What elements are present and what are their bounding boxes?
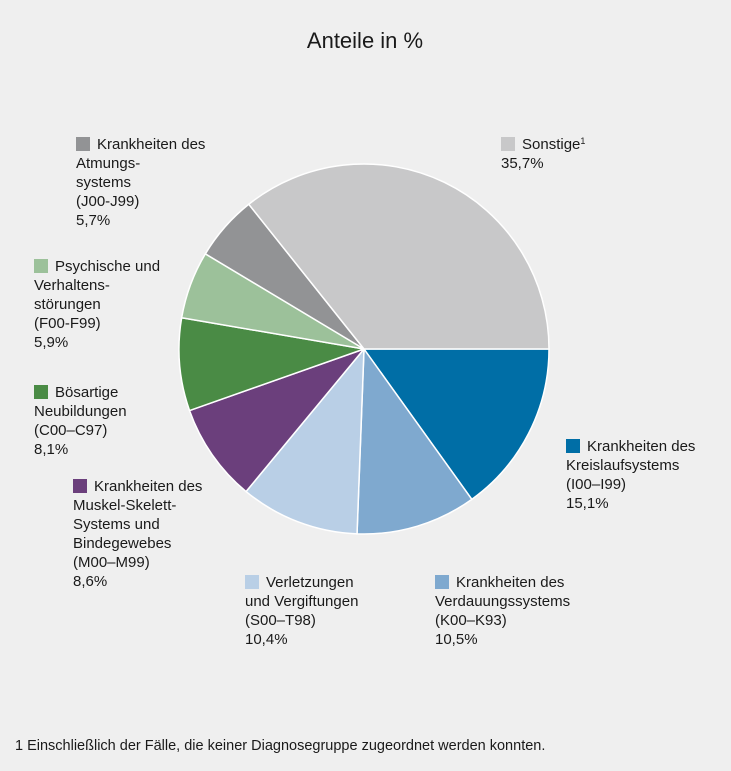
legend-superscript: 1 bbox=[580, 136, 585, 146]
legend-label: Psychische und bbox=[55, 258, 160, 275]
legend-label: Sonstige1 bbox=[522, 136, 585, 153]
legend-label: Neubildungen bbox=[34, 403, 127, 420]
legend-item: Krankheiten des Muskel-Skelett- Systems un… bbox=[73, 478, 202, 590]
legend-value-label: 8,1% bbox=[34, 441, 68, 458]
legend-swatch bbox=[34, 385, 48, 399]
legend-value-label: 8,6% bbox=[73, 573, 107, 590]
legend-swatch bbox=[435, 575, 449, 589]
legend-label: Systems und bbox=[73, 516, 160, 533]
legend-label: Verletzungen bbox=[266, 574, 354, 591]
legend-item: Psychische und Verhaltens-störungen (F00-F… bbox=[34, 258, 160, 351]
legend-label: Krankheiten des bbox=[97, 136, 205, 153]
legend-value-label: 15,1% bbox=[566, 495, 609, 512]
legend-label: Bösartige bbox=[55, 384, 118, 401]
legend-item: Sonstige1 35,7% bbox=[501, 136, 585, 172]
legend-label: Krankheiten des bbox=[94, 478, 202, 495]
legend-label: Krankheiten des bbox=[587, 438, 695, 455]
pie-slice bbox=[178, 316, 367, 412]
legend-label: systems bbox=[76, 174, 131, 191]
legend-item: Krankheiten des Verdauungssystems (K00–K93… bbox=[435, 574, 570, 648]
legend-value-label: 35,7% bbox=[501, 155, 544, 172]
legend-label: Muskel-Skelett- bbox=[73, 497, 176, 514]
legend-swatch bbox=[566, 439, 580, 453]
pie-slice bbox=[245, 346, 365, 535]
legend-value-label: 10,5% bbox=[435, 631, 478, 648]
legend-label: (S00–T98) bbox=[245, 612, 316, 629]
legend-item: Krankheiten des Kreislaufsystems (I00–I99)… bbox=[566, 438, 695, 512]
pie-slice bbox=[356, 346, 473, 535]
legend-label: Verhaltens- bbox=[34, 277, 110, 294]
legend-label: Kreislaufsystems bbox=[566, 457, 679, 474]
pie-slice bbox=[188, 347, 367, 493]
legend-swatch bbox=[73, 479, 87, 493]
legend-value-label: 10,4% bbox=[245, 631, 288, 648]
pie-legend: Sonstige1 35,7% Krankheiten des Kreislaufsy… bbox=[34, 136, 695, 648]
legend-label: (I00–I99) bbox=[566, 476, 626, 493]
legend-label: Bindegewebes bbox=[73, 535, 171, 552]
legend-swatch bbox=[501, 137, 515, 151]
legend-value-label: 5,9% bbox=[34, 334, 68, 351]
legend-label: (C00–C97) bbox=[34, 422, 107, 439]
chart-footnote: 1 Einschließlich der Fälle, die keiner D… bbox=[15, 738, 546, 754]
legend-value-label: 5,7% bbox=[76, 212, 110, 229]
legend-label: Krankheiten des bbox=[456, 574, 564, 591]
legend-label: (M00–M99) bbox=[73, 554, 150, 571]
legend-swatch bbox=[34, 259, 48, 273]
chart-title: Anteile in % bbox=[307, 28, 423, 53]
pie-slice bbox=[247, 163, 550, 350]
legend-label: und Vergiftungen bbox=[245, 593, 358, 610]
legend-item: Bösartige Neubildungen (C00–C97) 8,1% bbox=[34, 384, 127, 458]
legend-label: störungen bbox=[34, 296, 101, 313]
legend-label: Verdauungssystems bbox=[435, 593, 570, 610]
legend-label: (J00-J99) bbox=[76, 193, 139, 210]
legend-label: (K00–K93) bbox=[435, 612, 507, 629]
legend-swatch bbox=[245, 575, 259, 589]
legend-label: (F00-F99) bbox=[34, 315, 101, 332]
legend-item: Krankheiten des Atmungs-systems (J00-J99) 5… bbox=[76, 136, 205, 229]
pie-slice bbox=[362, 348, 550, 501]
legend-label: Atmungs- bbox=[76, 155, 140, 172]
pie-slices bbox=[178, 163, 550, 535]
legend-swatch bbox=[76, 137, 90, 151]
legend-item: Verletzungen und Vergiftungen (S00–T98) 10,… bbox=[245, 574, 358, 648]
